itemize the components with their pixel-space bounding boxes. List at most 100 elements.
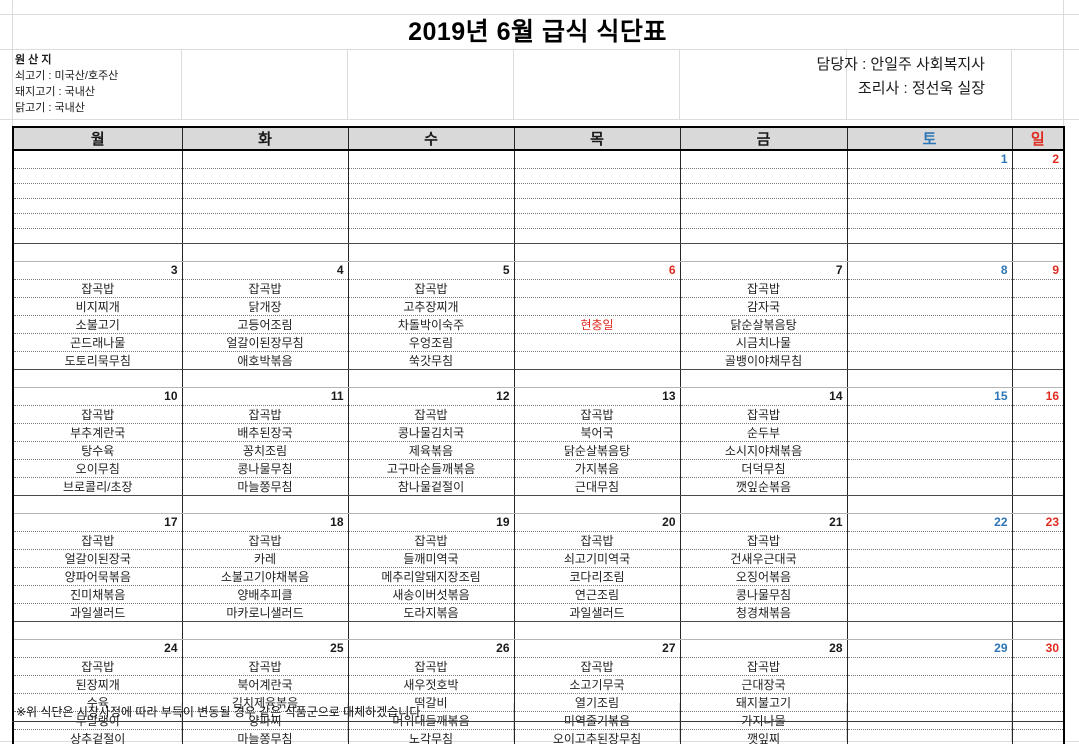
spacer-cell xyxy=(347,621,515,640)
date-cell: 3 xyxy=(12,261,183,280)
menu-cell: 과일샐러드 xyxy=(513,603,681,622)
date-cell: 30 xyxy=(1011,639,1065,658)
menu-cell xyxy=(1011,351,1065,370)
spacer-cell xyxy=(12,495,183,514)
menu-cell xyxy=(846,531,1013,550)
menu-cell: 쑥갓무침 xyxy=(347,351,515,370)
menu-cell: 차돌박이숙주 xyxy=(347,315,515,334)
menu-cell xyxy=(347,213,515,229)
menu-cell xyxy=(846,675,1013,694)
menu-row xyxy=(12,183,1065,199)
spacer-cell xyxy=(846,243,1013,262)
date-cell: 6 xyxy=(513,261,681,280)
day-header-cell: 금 xyxy=(679,126,848,151)
spacer-cell xyxy=(347,369,515,388)
menu-cell xyxy=(846,351,1013,370)
menu-cell: 미역줄기볶음 xyxy=(513,711,681,730)
menu-cell xyxy=(12,198,183,214)
gridline xyxy=(513,49,514,119)
gridline xyxy=(679,49,680,119)
origin-heading: 원 산 지 xyxy=(15,54,52,66)
menu-cell xyxy=(513,168,681,184)
menu-row: 얼갈이된장국 카레 들깨미역국 쇠고기미역국 건새우근대국 xyxy=(12,549,1065,568)
footer-note: ※위 식단은 시장사정에 따라 부득이 변동될 경우 같은 식품군으로 대체하겠… xyxy=(12,702,1063,722)
menu-cell xyxy=(846,228,1013,244)
menu-cell xyxy=(846,729,1013,744)
spacer-cell xyxy=(1011,621,1065,640)
date-row: 24 25 26 27 28 29 30 xyxy=(12,639,1065,658)
date-cell xyxy=(181,150,349,169)
menu-cell xyxy=(12,183,183,199)
origin-line-beef: 쇠고기 : 미국산/호주산 xyxy=(15,70,119,82)
gridline xyxy=(0,14,1079,15)
date-cell: 13 xyxy=(513,387,681,406)
menu-cell: 머위대들깨볶음 xyxy=(347,711,515,730)
menu-row xyxy=(12,168,1065,184)
menu-cell xyxy=(846,657,1013,676)
menu-row: 된장찌개 북어계란국 새우젓호박 소고기무국 근대장국 xyxy=(12,675,1065,694)
menu-cell xyxy=(181,198,349,214)
menu-cell xyxy=(846,423,1013,442)
menu-cell xyxy=(181,183,349,199)
date-cell: 8 xyxy=(846,261,1013,280)
staff-info: 담당자 : 안일주 사회복지사 조리사 : 정선욱 실장 xyxy=(817,53,985,101)
spacer-cell xyxy=(181,495,349,514)
menu-cell: 고구마순들깨볶음 xyxy=(347,459,515,478)
day-header-cell: 목 xyxy=(513,126,681,151)
day-header-cell: 수 xyxy=(347,126,515,151)
menu-cell xyxy=(846,213,1013,229)
date-cell: 29 xyxy=(846,639,1013,658)
menu-cell: 양파찌 xyxy=(181,711,349,730)
menu-cell: 잡곡밥 xyxy=(679,405,848,424)
menu-cell xyxy=(1011,729,1065,744)
menu-cell: 부추계란국 xyxy=(12,423,183,442)
menu-cell: 잡곡밥 xyxy=(513,405,681,424)
menu-cell: 고등어조림 xyxy=(181,315,349,334)
gridline xyxy=(0,49,1079,50)
spacer-row xyxy=(12,243,1065,262)
gridline xyxy=(181,49,182,119)
spacer-row xyxy=(12,369,1065,388)
menu-cell: 양배추피클 xyxy=(181,585,349,604)
spacer-cell xyxy=(1011,495,1065,514)
menu-cell: 노각무침 xyxy=(347,729,515,744)
menu-cell: 된장찌개 xyxy=(12,675,183,694)
menu-cell: 깻잎찌 xyxy=(679,729,848,744)
menu-cell xyxy=(1011,531,1065,550)
menu-cell xyxy=(679,168,848,184)
menu-cell: 잡곡밥 xyxy=(12,657,183,676)
menu-cell: 청경채볶음 xyxy=(679,603,848,622)
menu-cell: 잡곡밥 xyxy=(12,279,183,298)
menu-cell: 북어계란국 xyxy=(181,675,349,694)
menu-cell: 현충일 xyxy=(513,315,681,334)
menu-cell xyxy=(1011,693,1065,712)
spacer-cell xyxy=(679,369,848,388)
spacer-cell xyxy=(513,495,681,514)
menu-cell: 배추된장국 xyxy=(181,423,349,442)
spacer-cell xyxy=(513,243,681,262)
menu-cell: 브로콜리/초장 xyxy=(12,477,183,496)
date-cell: 10 xyxy=(12,387,183,406)
menu-cell xyxy=(1011,675,1065,694)
menu-row: 브로콜리/초장 마늘쫑무침 참나물겉절이 근대무침 깻잎순볶음 xyxy=(12,477,1065,496)
menu-cell xyxy=(846,441,1013,460)
menu-cell: 가지볶음 xyxy=(513,459,681,478)
spacer-row xyxy=(12,495,1065,514)
gridline xyxy=(347,49,348,119)
date-cell: 9 xyxy=(1011,261,1065,280)
menu-row: 부추계란국 배추된장국 콩나물김치국 북어국 순두부 xyxy=(12,423,1065,442)
menu-row: 무말랭이 양파찌 머위대들깨볶음 미역줄기볶음 가지나물 xyxy=(12,711,1065,730)
menu-cell: 잡곡밥 xyxy=(181,657,349,676)
menu-cell xyxy=(1011,441,1065,460)
spacer-cell xyxy=(347,243,515,262)
menu-cell: 오이무침 xyxy=(12,459,183,478)
menu-row: 곤드래나물 얼갈이된장무침 우엉조림 시금치나물 xyxy=(12,333,1065,352)
menu-cell: 돼지불고기 xyxy=(679,693,848,712)
menu-cell: 들깨미역국 xyxy=(347,549,515,568)
menu-cell xyxy=(1011,333,1065,352)
date-cell: 18 xyxy=(181,513,349,532)
date-cell: 5 xyxy=(347,261,515,280)
day-header-cell: 토 xyxy=(846,126,1013,151)
menu-cell: 연근조림 xyxy=(513,585,681,604)
